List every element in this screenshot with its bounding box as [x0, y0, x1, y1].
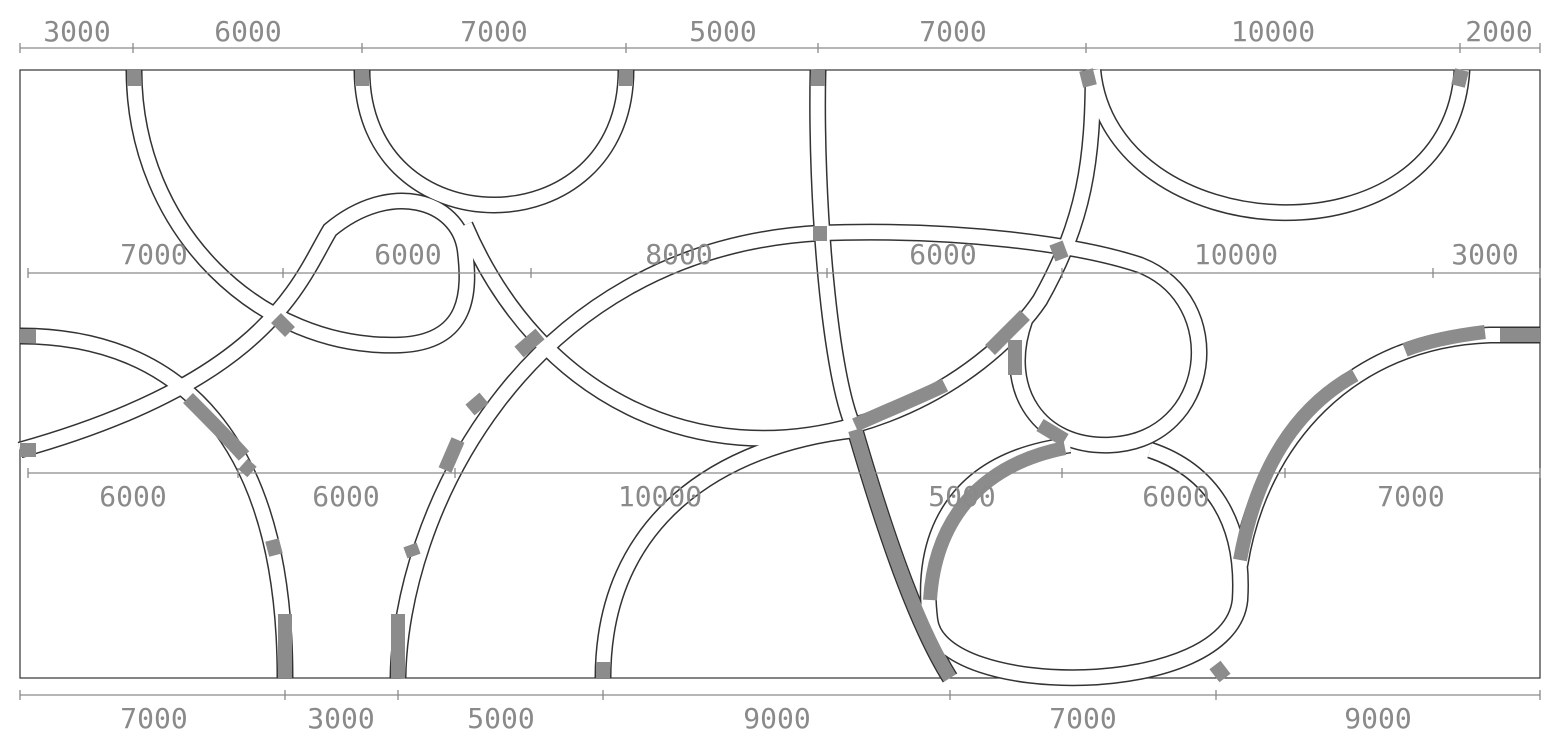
dimension-row-top: 3000 6000 7000 5000 7000 10000 2000	[19, 15, 1541, 53]
shaded-track-segment	[183, 393, 250, 461]
dimension-label: 9000	[743, 702, 810, 735]
dimension-label: 6000	[99, 480, 166, 513]
dimension-label: 7000	[919, 15, 986, 48]
dimension-label: 7000	[1377, 480, 1444, 513]
track-body	[596, 423, 856, 679]
shaded-track-segment	[985, 310, 1030, 355]
shaded-track-segment	[1049, 240, 1069, 262]
track-body	[355, 69, 633, 212]
shaded-track-segment	[514, 328, 545, 358]
track-body	[1086, 69, 1469, 220]
dimension-row-bottom: 7000 3000 5000 9000 7000 9000	[19, 690, 1541, 735]
shaded-track-segment	[848, 428, 956, 682]
shaded-track-segment	[438, 437, 465, 473]
dimension-label: 8000	[645, 238, 712, 271]
layout-frame	[19, 69, 1541, 679]
shaded-track-segment	[1079, 68, 1097, 88]
shaded-track-segment	[1402, 325, 1486, 357]
dimension-label: 3000	[307, 702, 374, 735]
dimension-label: 6000	[1142, 480, 1209, 513]
dimension-label: 7000	[120, 238, 187, 271]
track-network	[17, 68, 1540, 687]
shaded-track-segment	[265, 538, 283, 557]
shaded-track-segment	[852, 378, 949, 432]
shaded-track-segment	[1209, 660, 1231, 683]
dimension-label: 6000	[909, 238, 976, 271]
track-body	[391, 225, 1206, 679]
dimension-label: 2000	[1465, 15, 1532, 48]
shaded-track-segment	[1233, 368, 1359, 562]
dimension-label: 3000	[1451, 238, 1518, 271]
shaded-track-segment	[403, 542, 421, 559]
shaded-track-segment	[1036, 418, 1069, 447]
dimension-label: 5000	[928, 480, 995, 513]
dimension-label: 5000	[467, 702, 534, 735]
dimension-label: 6000	[374, 238, 441, 271]
shaded-track-segment	[1451, 68, 1469, 88]
dimension-label: 7000	[120, 702, 187, 735]
dimension-label: 9000	[1344, 702, 1411, 735]
dimension-row-lower: 6000 6000 10000 5000 6000 7000	[27, 468, 1541, 513]
shaded-track-segment	[271, 313, 295, 337]
dimension-label: 6000	[312, 480, 379, 513]
dimension-label: 3000	[43, 15, 110, 48]
track-body	[18, 69, 474, 457]
dimension-label: 10000	[618, 480, 702, 513]
dimension-label: 10000	[1194, 238, 1278, 271]
dimension-label: 7000	[1049, 702, 1116, 735]
dimension-row-upper: 7000 6000 8000 6000 10000 3000	[27, 238, 1541, 278]
shaded-track-segment	[238, 458, 257, 478]
dimension-label: 6000	[214, 15, 281, 48]
shaded-track-segment	[923, 441, 1067, 601]
dimension-label: 7000	[460, 15, 527, 48]
shaded-track-segment	[465, 392, 489, 416]
dimension-label: 5000	[689, 15, 756, 48]
dimension-label: 10000	[1231, 15, 1315, 48]
track-body	[921, 438, 1248, 685]
